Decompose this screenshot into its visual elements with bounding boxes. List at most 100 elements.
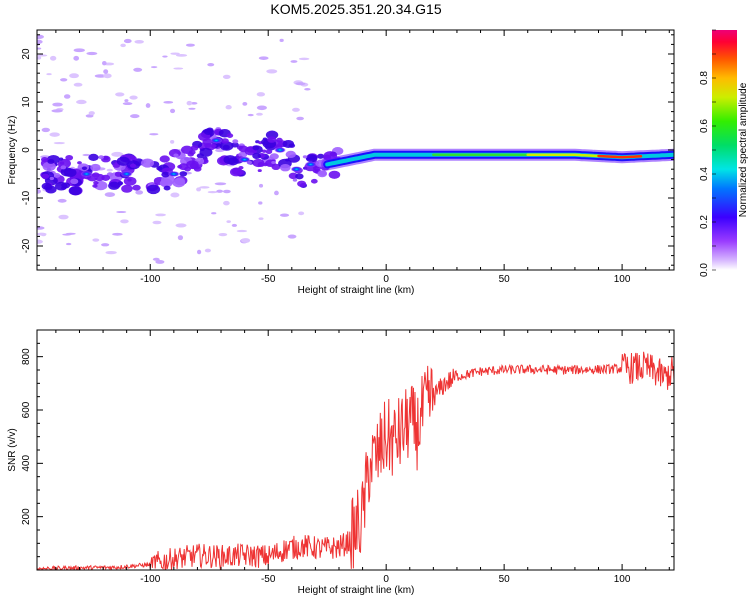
spectrogram-noise-mark	[129, 95, 138, 100]
spectrogram-energy-mark	[179, 171, 188, 177]
spectrogram-energy-mark	[252, 145, 260, 151]
spectrogram-noise-mark	[37, 189, 42, 194]
spectrogram-noise-mark	[170, 140, 175, 144]
spectrogram-noise-mark	[225, 105, 232, 110]
spectrogram-noise-mark	[65, 242, 72, 246]
spectrogram-noise-mark	[149, 133, 159, 136]
spectrogram-noise-mark	[124, 99, 129, 103]
spectrogram-energy-mark	[297, 180, 307, 187]
spectrogram-noise-mark	[122, 102, 133, 106]
spectrogram-noise-mark	[73, 82, 83, 87]
spectrogram-noise-mark	[298, 57, 310, 61]
spectrogram-noise-mark	[175, 53, 188, 57]
spectrogram-y-tick-label: -10	[21, 190, 32, 205]
spectrogram-noise-mark	[49, 55, 57, 61]
spectrogram-noise-mark	[102, 60, 107, 66]
spectrogram-noise-mark	[104, 192, 116, 197]
figure-title: KOM5.2025.351.20.34.G15	[270, 1, 441, 17]
spectrogram-y-tick-label: -20	[21, 238, 32, 253]
spectrogram-noise-mark	[296, 116, 304, 121]
spectrogram-noise-mark	[170, 192, 180, 198]
spectrogram-noise-mark	[258, 183, 264, 188]
spectrogram-noise-mark	[123, 38, 132, 44]
spectrogram-noise-mark	[226, 220, 231, 223]
snr-series-line	[37, 351, 674, 570]
spectrogram-band-peak	[597, 154, 643, 159]
colorbar-label: Normalized spectral amplitude	[738, 82, 749, 217]
spectrogram-noise-mark	[73, 55, 80, 61]
spectrogram-energy-mark	[58, 157, 64, 161]
spectrogram-noise-mark	[37, 54, 48, 57]
spectrogram-energy-mark	[265, 149, 273, 155]
spectrogram-energy-mark	[163, 185, 171, 191]
spectrogram-noise-mark	[150, 66, 158, 69]
spectrogram-noise-mark	[76, 99, 87, 105]
spectrogram-noise-mark	[292, 107, 300, 112]
spectrogram-energy-mark	[92, 172, 100, 178]
spectrogram-noise-mark	[155, 259, 165, 264]
spectrogram-y-axis-label: Frequency (Hz)	[7, 116, 18, 185]
spectrogram-noise-mark	[236, 229, 248, 233]
spectrogram-energy-core	[210, 137, 223, 144]
spectrogram-energy-mark	[231, 142, 239, 148]
spectrogram-noise-mark	[106, 168, 113, 172]
spectrogram-energy-mark	[47, 159, 55, 164]
colorbar-tick-label: 0.6	[699, 119, 710, 133]
spectrogram-x-tick-label: 50	[499, 274, 511, 285]
spectrogram-energy-mark	[132, 184, 141, 191]
colorbar-ticks: 0.0 0.2 0.4 0.6 0.8	[699, 29, 716, 277]
spectrogram-energy-mark	[317, 153, 325, 159]
spectrogram-noise-mark	[63, 94, 71, 99]
spectrogram-x-axis-label: Height of straight line (km)	[298, 285, 415, 296]
spectrogram-noise-mark	[274, 190, 279, 196]
spectrogram-noise-mark	[86, 51, 98, 56]
spectrogram-noise-mark	[295, 82, 306, 86]
spectrogram-noise-mark	[37, 34, 44, 39]
spectrogram-noise-mark	[231, 223, 238, 227]
spectrogram-energy-mark	[174, 177, 186, 186]
spectrogram-energy-mark	[59, 161, 65, 165]
spectrogram-noise-mark	[266, 69, 278, 74]
spectrogram-noise-mark	[135, 190, 144, 195]
snr-y-tick-label: 400	[21, 455, 32, 472]
spectrogram-noise-mark	[145, 103, 151, 108]
spectrogram-noise-mark	[88, 111, 95, 116]
spectrogram-noise-mark	[170, 108, 176, 114]
spectrogram-x-tick-label: 0	[383, 274, 389, 285]
colorbar-gradient	[712, 30, 737, 270]
spectrogram-energy-mark	[77, 161, 82, 165]
spectrogram-energy-mark	[178, 163, 189, 171]
spectrogram-energy-mark	[222, 144, 230, 150]
spectrogram-energy-mark	[328, 170, 341, 179]
spectrogram-energy-mark	[267, 136, 277, 143]
spectrogram-noise-mark	[258, 217, 264, 221]
spectrogram-noise-mark	[242, 101, 248, 106]
snr-y-tick-label: 800	[21, 348, 32, 365]
spectrogram-energy-mark	[90, 163, 101, 172]
spectrogram-energy-mark	[204, 142, 212, 148]
spectrogram-energy-mark	[161, 171, 170, 178]
spectrogram-x-tick-label: -50	[261, 274, 276, 285]
spectrogram-energy-mark	[108, 181, 120, 190]
spectrogram-noise-mark	[186, 100, 193, 106]
snr-x-tick-label: 50	[499, 574, 511, 585]
spectrogram-noise-mark	[115, 92, 125, 97]
spectrogram-energy-mark	[279, 163, 291, 172]
spectrogram-x-tick-label: -100	[140, 274, 160, 285]
spectrogram-y-tick-label: 10	[21, 96, 32, 108]
spectrogram-noise-mark	[155, 213, 167, 217]
spectrogram-noise-mark	[190, 101, 198, 105]
spectrogram-noise-mark	[216, 189, 224, 193]
spectrogram-noise-mark	[287, 234, 297, 239]
spectrogram-noise-mark	[258, 201, 263, 205]
spectrogram-energy-mark	[252, 152, 262, 160]
colorbar-tick-label: 0.2	[699, 215, 710, 229]
spectrogram-noise-mark	[51, 109, 63, 113]
spectrogram-noise-mark	[279, 38, 284, 43]
spectrogram-noise-mark	[103, 73, 112, 79]
spectrogram-energy-mark	[310, 178, 318, 184]
spectrogram-x-tick-label: 100	[614, 274, 631, 285]
spectrogram-noise-mark	[57, 198, 67, 203]
spectrogram-noise-mark	[256, 112, 263, 116]
